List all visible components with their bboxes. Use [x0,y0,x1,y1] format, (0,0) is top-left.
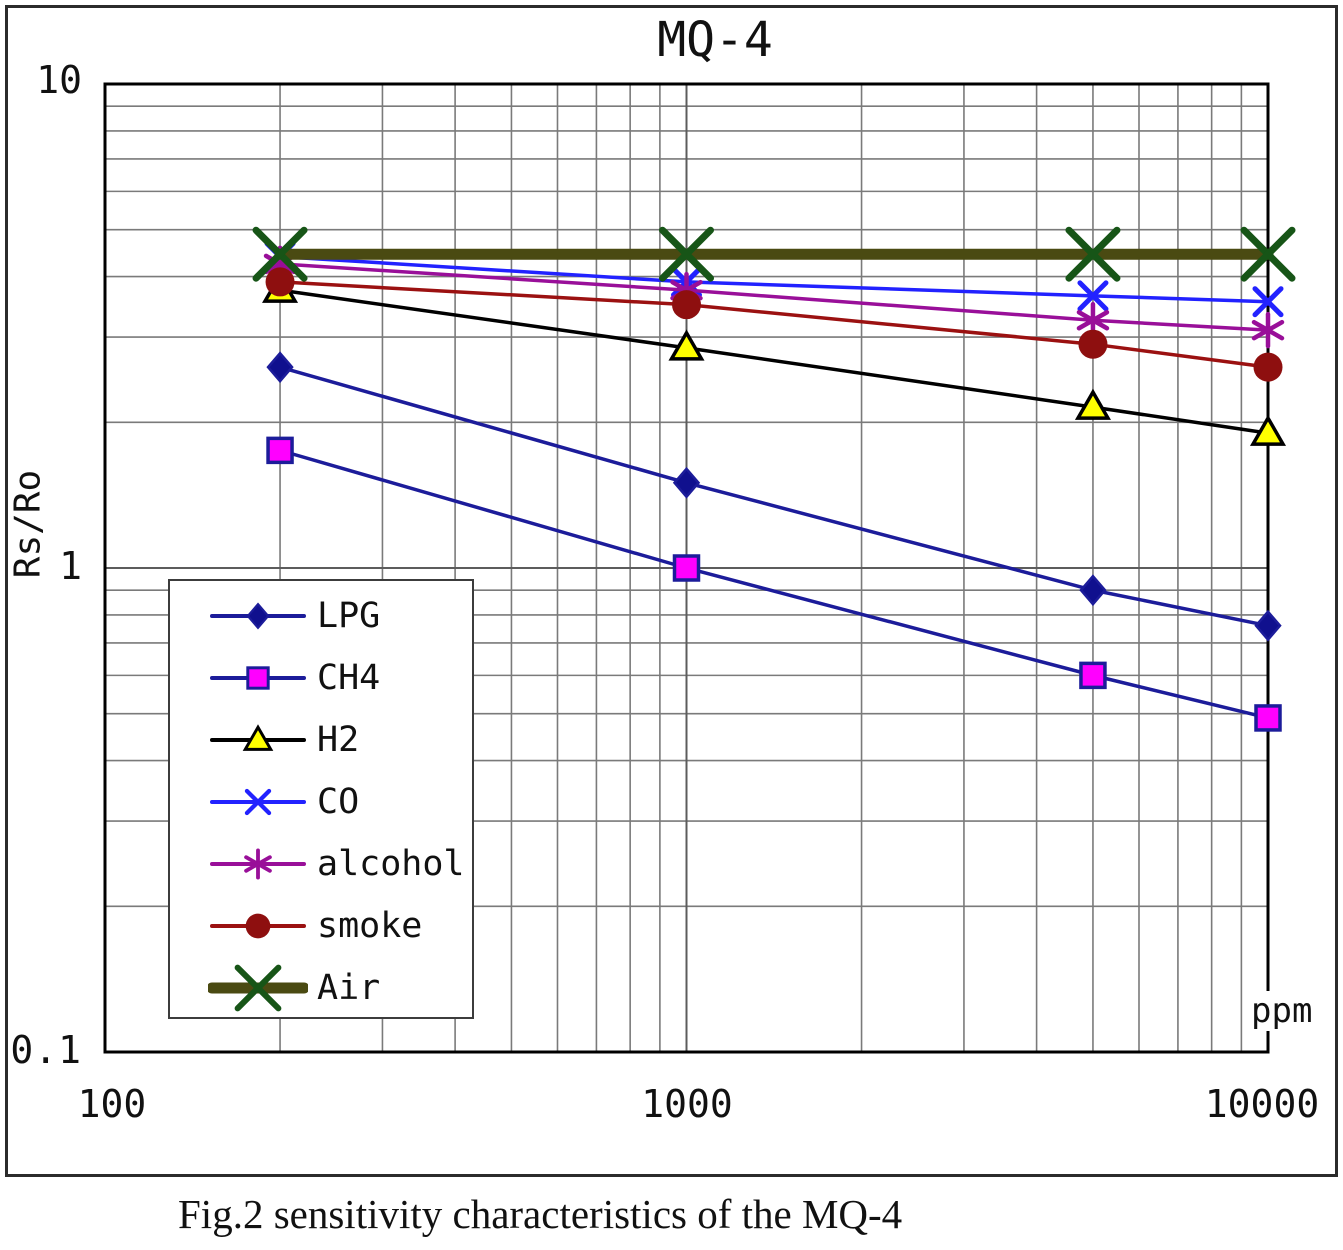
smoke-marker [1253,352,1283,382]
legend-swatch-smoke [210,913,306,939]
co-marker [244,788,272,816]
ch4-marker [672,554,701,582]
y-axis-label: Rs/Ro [7,469,49,579]
lpg-marker [1079,574,1107,607]
legend: LPG CH4 H2 CO alcohol smoke Air [168,579,474,1019]
legend-label-alcohol: alcohol [317,844,465,884]
figure-caption: Fig.2 sensitivity characteristics of the… [178,1191,903,1237]
series-air [252,226,1296,282]
air-marker [252,226,308,282]
alcohol-marker [244,855,272,873]
smoke-marker [245,913,271,939]
legend-swatch-ch4 [210,666,306,690]
series-line-smoke [278,280,1270,369]
x-tick-1000: 1000 [641,1082,733,1126]
legend-item-lpg: LPG [170,585,472,647]
series-h2 [262,271,1287,446]
lpg-marker [266,351,294,384]
series-line-alcohol [278,262,1270,332]
y-tick-0p1: 0.1 [10,1028,82,1072]
air-marker [659,226,714,282]
legend-item-h2: H2 [170,709,472,771]
legend-item-smoke: smoke [170,895,472,957]
lpg-marker [246,602,270,630]
legend-label-ch4: CH4 [317,658,381,698]
series-line-lpg [278,365,1270,628]
series-smoke [265,267,1283,382]
smoke-marker [1078,329,1108,359]
y-tick-10: 10 [36,58,82,102]
legend-item-ch4: CH4 [170,647,472,709]
legend-label-co: CO [317,782,360,822]
h2-marker [242,724,274,751]
lpg-marker [672,466,701,499]
smoke-marker [265,267,295,297]
legend-swatch-lpg [210,602,306,630]
legend-item-air: Air [170,957,472,1019]
legend-label-smoke: smoke [317,906,423,946]
alcohol-marker [1251,319,1285,341]
h2-marker [668,329,705,361]
plot-border [103,82,1270,1054]
x-tick-100: 100 [77,1082,147,1126]
legend-swatch-co [210,788,306,816]
air-marker [1065,226,1121,282]
ch4-marker [1254,704,1282,732]
series-line-h2 [278,288,1270,435]
series-ch4 [266,436,1282,732]
h2-marker [1249,414,1287,446]
h2-marker [1074,388,1111,420]
x-tick-10000: 10000 [1204,1082,1320,1126]
legend-swatch-h2 [210,724,306,751]
legend-label-h2: H2 [317,720,360,760]
lpg-marker [1254,609,1282,642]
x-axis-unit-label: ppm [1246,991,1318,1031]
smoke-marker [672,290,701,320]
co-marker [1077,280,1109,312]
legend-label-air: Air [317,968,381,1008]
legend-label-lpg: LPG [317,596,381,636]
air-marker [234,964,282,1012]
series-lpg [266,351,1282,642]
co-marker [1252,286,1284,318]
chart-title: MQ-4 [657,12,773,68]
ch4-marker [246,666,270,690]
series-line-co [278,254,1270,304]
series-line-ch4 [278,448,1270,720]
legend-item-co: CO [170,771,472,833]
ch4-marker [266,436,294,465]
y-tick-1: 1 [59,544,82,588]
legend-item-alcohol: alcohol [170,833,472,895]
legend-swatch-alcohol [210,848,306,880]
air-marker [1240,226,1296,282]
ch4-marker [1079,661,1107,690]
legend-swatch-air [208,964,308,1012]
alcohol-marker [1076,309,1110,331]
